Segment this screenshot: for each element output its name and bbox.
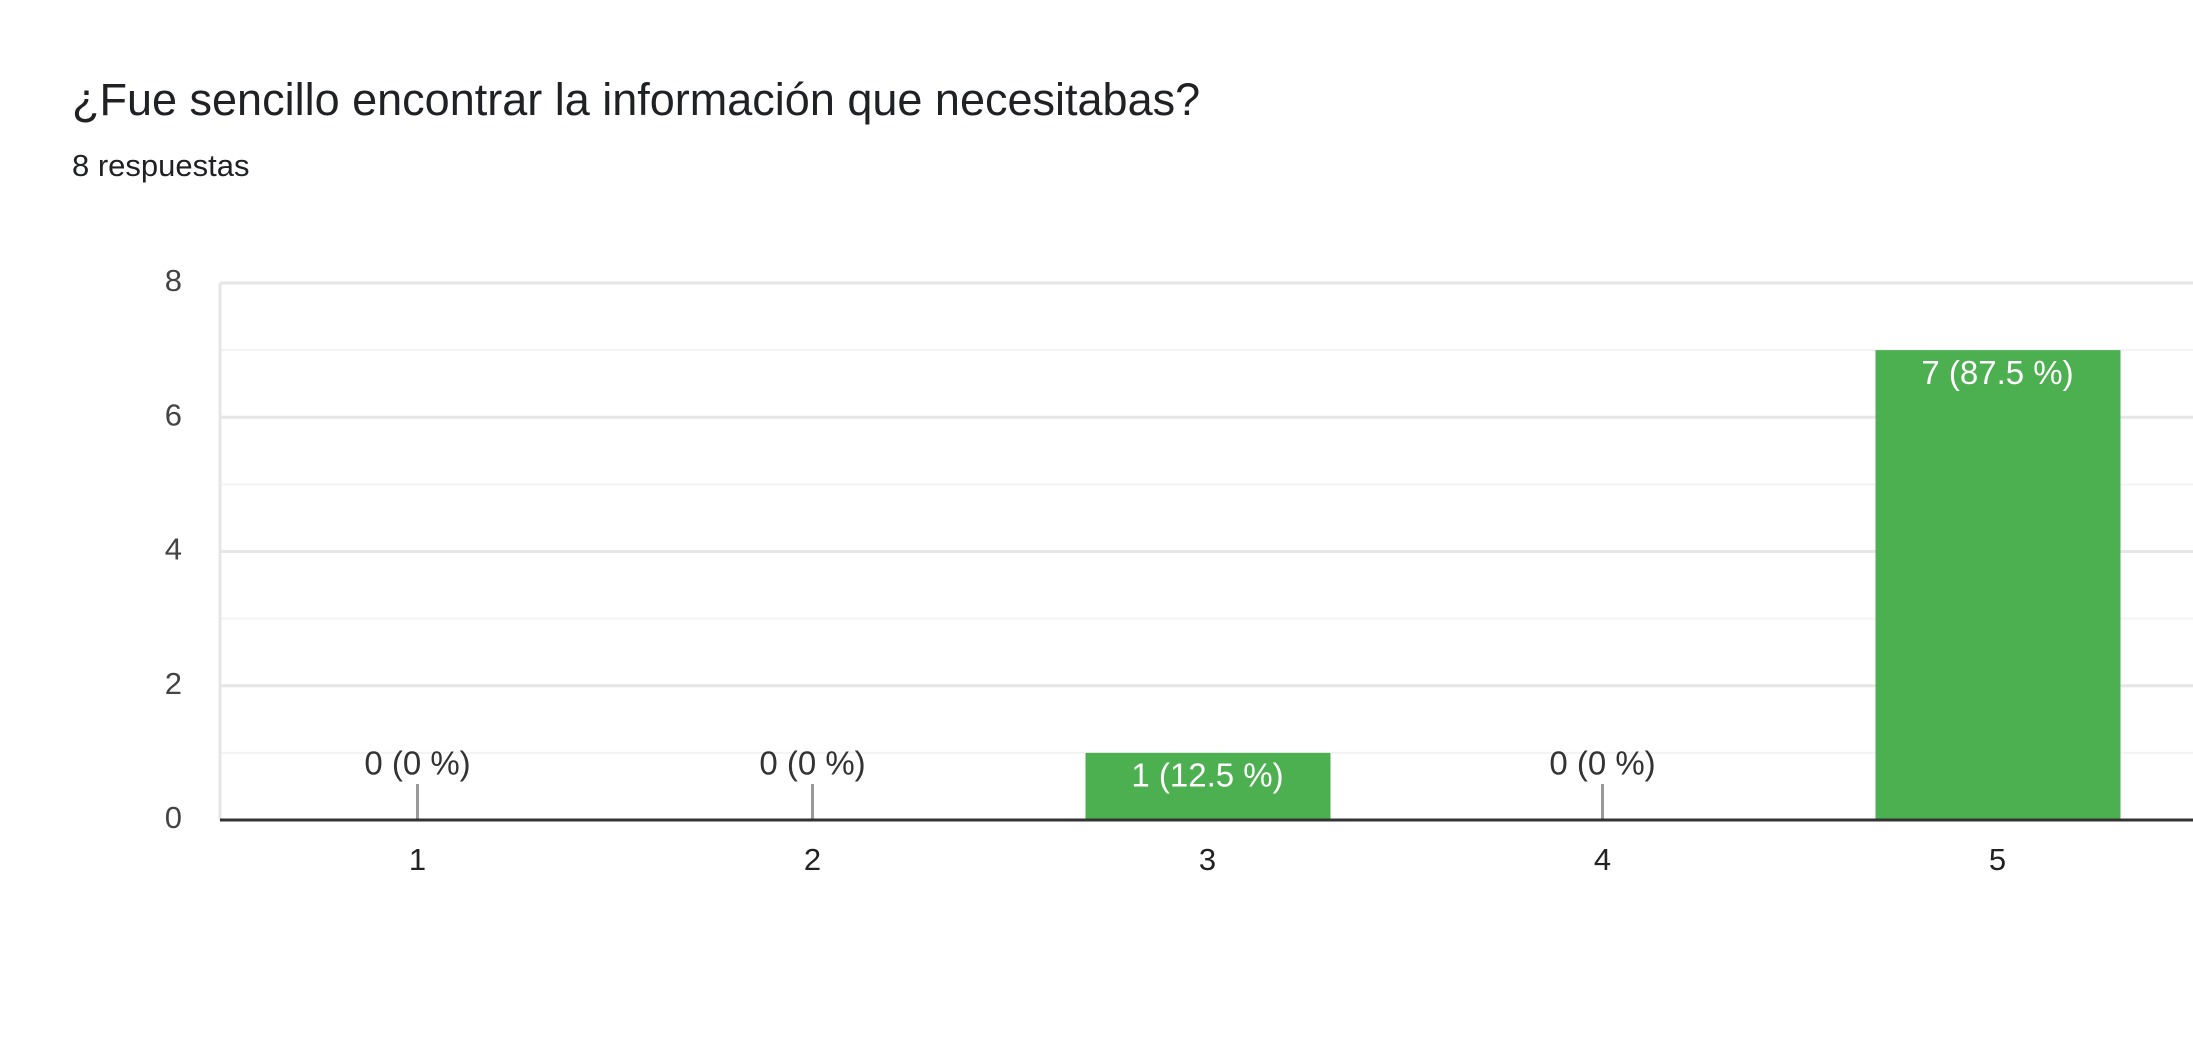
- y-tick-label: 6: [165, 397, 182, 432]
- x-tick-label: 4: [1594, 842, 1611, 877]
- y-tick-label: 0: [165, 800, 182, 835]
- chart-title: ¿Fue sencillo encontrar la información q…: [72, 74, 1200, 125]
- value-label: 7 (87.5 %): [1921, 354, 2073, 391]
- x-tick-label: 5: [1989, 842, 2006, 877]
- bar: [1085, 752, 1331, 820]
- value-label: 0 (0 %): [1549, 745, 1655, 782]
- value-label: 0 (0 %): [759, 745, 865, 782]
- x-tick-label: 1: [409, 842, 426, 877]
- value-label: 1 (12.5 %): [1131, 757, 1283, 794]
- y-tick-label: 2: [165, 666, 182, 701]
- value-label: 0 (0 %): [364, 745, 470, 782]
- y-tick-label: 8: [165, 263, 182, 298]
- bar: [1875, 350, 2121, 820]
- x-tick-label: 3: [1199, 842, 1216, 877]
- x-tick-label: 2: [804, 842, 821, 877]
- y-tick-label: 4: [165, 532, 182, 567]
- chart-subtitle: 8 respuestas: [72, 148, 250, 183]
